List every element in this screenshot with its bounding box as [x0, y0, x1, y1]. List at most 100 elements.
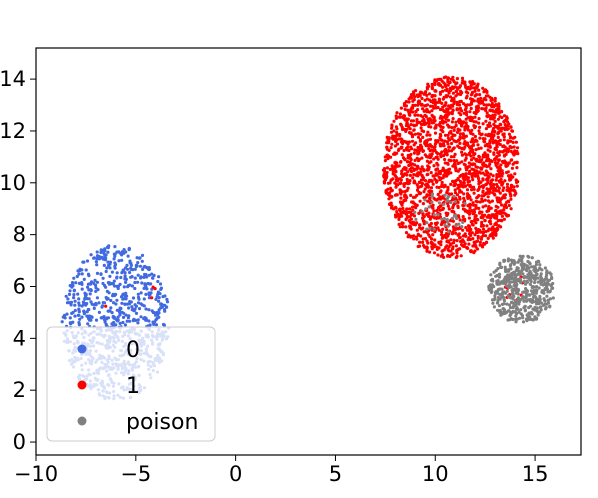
point-0	[84, 268, 88, 272]
point-0	[151, 310, 155, 315]
point-0	[96, 288, 100, 292]
point-poison	[517, 270, 521, 274]
point-1	[397, 147, 401, 151]
point-1	[441, 130, 445, 134]
point-0	[78, 317, 82, 321]
point-1	[432, 116, 436, 120]
point-poison	[536, 268, 540, 272]
point-0	[147, 273, 151, 277]
point-1	[500, 203, 504, 207]
point-1	[437, 175, 441, 179]
point-1	[430, 148, 434, 152]
point-0	[83, 297, 87, 301]
point-0	[137, 307, 142, 311]
point-1	[439, 155, 443, 159]
point-1	[469, 172, 473, 176]
point-1	[502, 193, 506, 197]
point-1	[404, 217, 408, 222]
point-1	[478, 240, 482, 244]
point-1	[422, 220, 426, 224]
point-poison	[513, 303, 518, 307]
point-1	[479, 171, 483, 175]
point-1	[427, 84, 431, 88]
point-1	[434, 172, 438, 176]
point-poison	[436, 213, 440, 217]
point-0	[154, 323, 158, 327]
point-1	[502, 217, 506, 221]
point-poison	[531, 285, 535, 289]
point-1	[494, 163, 498, 167]
point-1	[490, 115, 494, 119]
point-1	[513, 150, 517, 154]
point-1	[478, 228, 482, 232]
point-0	[77, 297, 81, 301]
point-1	[457, 103, 462, 107]
point-poison	[544, 306, 548, 310]
point-0	[97, 310, 101, 314]
point-0	[106, 281, 110, 285]
point-0	[144, 307, 148, 311]
point-1	[408, 224, 412, 228]
point-1	[475, 93, 479, 97]
point-1	[432, 157, 436, 161]
point-1	[462, 192, 466, 196]
point-poison	[512, 259, 516, 263]
point-1	[435, 208, 439, 213]
point-1	[425, 168, 429, 172]
point-0	[128, 319, 132, 323]
point-0	[98, 256, 102, 260]
point-1	[438, 144, 443, 148]
point-1	[472, 187, 476, 191]
point-0	[147, 319, 151, 323]
point-1	[404, 198, 408, 202]
point-1	[471, 237, 475, 241]
point-1	[398, 134, 402, 138]
point-1	[456, 144, 460, 148]
point-0	[130, 284, 134, 288]
point-1	[421, 226, 425, 230]
point-1	[421, 213, 425, 217]
point-1	[151, 285, 155, 289]
point-1	[489, 206, 493, 210]
point-1	[493, 124, 497, 128]
point-poison	[463, 201, 467, 205]
point-0	[94, 289, 98, 293]
point-poison	[492, 285, 496, 289]
x-tick-label: 15	[522, 462, 549, 486]
point-0	[128, 300, 132, 304]
point-0	[113, 262, 118, 267]
point-poison	[530, 265, 534, 269]
point-1	[491, 225, 495, 229]
point-1	[392, 119, 396, 123]
point-1	[483, 219, 487, 223]
x-axis: −10 −5 0 5 10 15	[14, 455, 549, 486]
point-1	[460, 109, 464, 113]
point-0	[124, 280, 128, 284]
point-0	[68, 289, 72, 293]
point-1	[443, 103, 447, 107]
point-1	[485, 187, 489, 191]
point-1	[421, 202, 425, 206]
point-0	[137, 297, 141, 301]
point-poison	[502, 258, 507, 262]
point-0	[136, 280, 140, 284]
point-poison	[515, 317, 519, 321]
point-1	[500, 196, 504, 200]
point-0	[77, 301, 81, 305]
point-1	[503, 196, 507, 200]
point-poison	[514, 280, 518, 284]
point-1	[468, 110, 472, 114]
point-1	[486, 199, 491, 203]
point-1	[474, 221, 478, 225]
point-1	[471, 82, 475, 86]
point-1	[398, 188, 402, 192]
point-1	[455, 251, 459, 255]
point-0	[68, 316, 72, 320]
point-1	[408, 207, 412, 211]
point-0	[113, 266, 117, 270]
point-1	[452, 96, 456, 100]
point-1	[486, 215, 491, 219]
point-1	[514, 191, 518, 195]
point-1	[425, 193, 429, 198]
point-1	[449, 129, 453, 134]
